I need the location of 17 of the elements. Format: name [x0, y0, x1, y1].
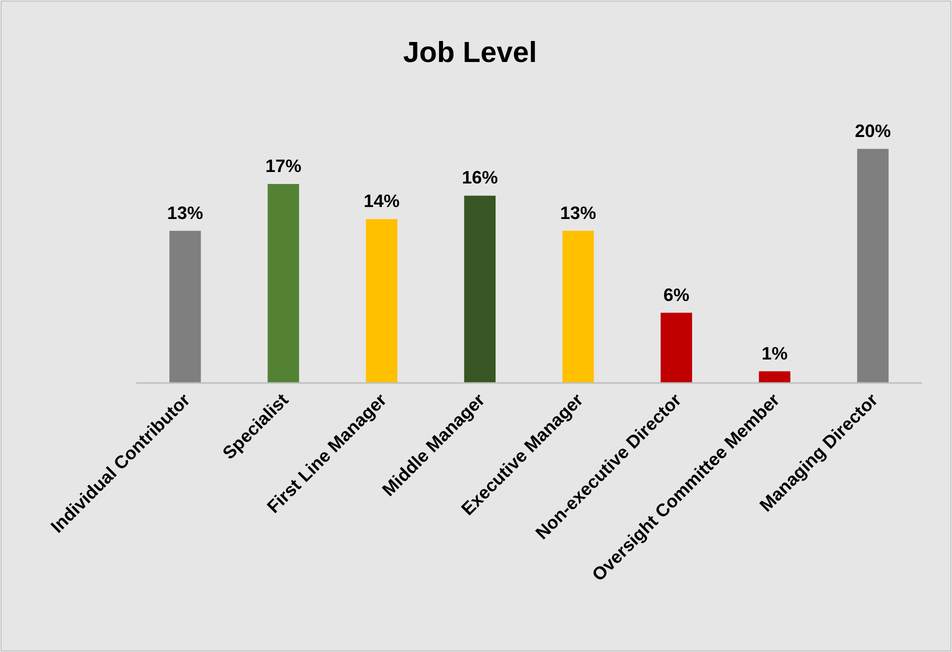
bar [366, 219, 398, 383]
bar [268, 184, 300, 383]
data-label: 17% [265, 156, 302, 176]
data-label: 13% [560, 202, 596, 223]
bar [660, 312, 692, 383]
data-label: 6% [663, 284, 690, 305]
bar [758, 371, 790, 383]
bar [857, 148, 889, 383]
bar [169, 230, 201, 383]
data-label: 14% [364, 191, 400, 212]
data-label: 20% [854, 120, 891, 141]
data-label: 13% [167, 202, 204, 223]
data-label: 16% [462, 168, 498, 188]
bar [562, 230, 594, 383]
chart-title: Job Level [403, 37, 537, 69]
data-label: 1% [762, 343, 788, 364]
bar [464, 196, 496, 383]
